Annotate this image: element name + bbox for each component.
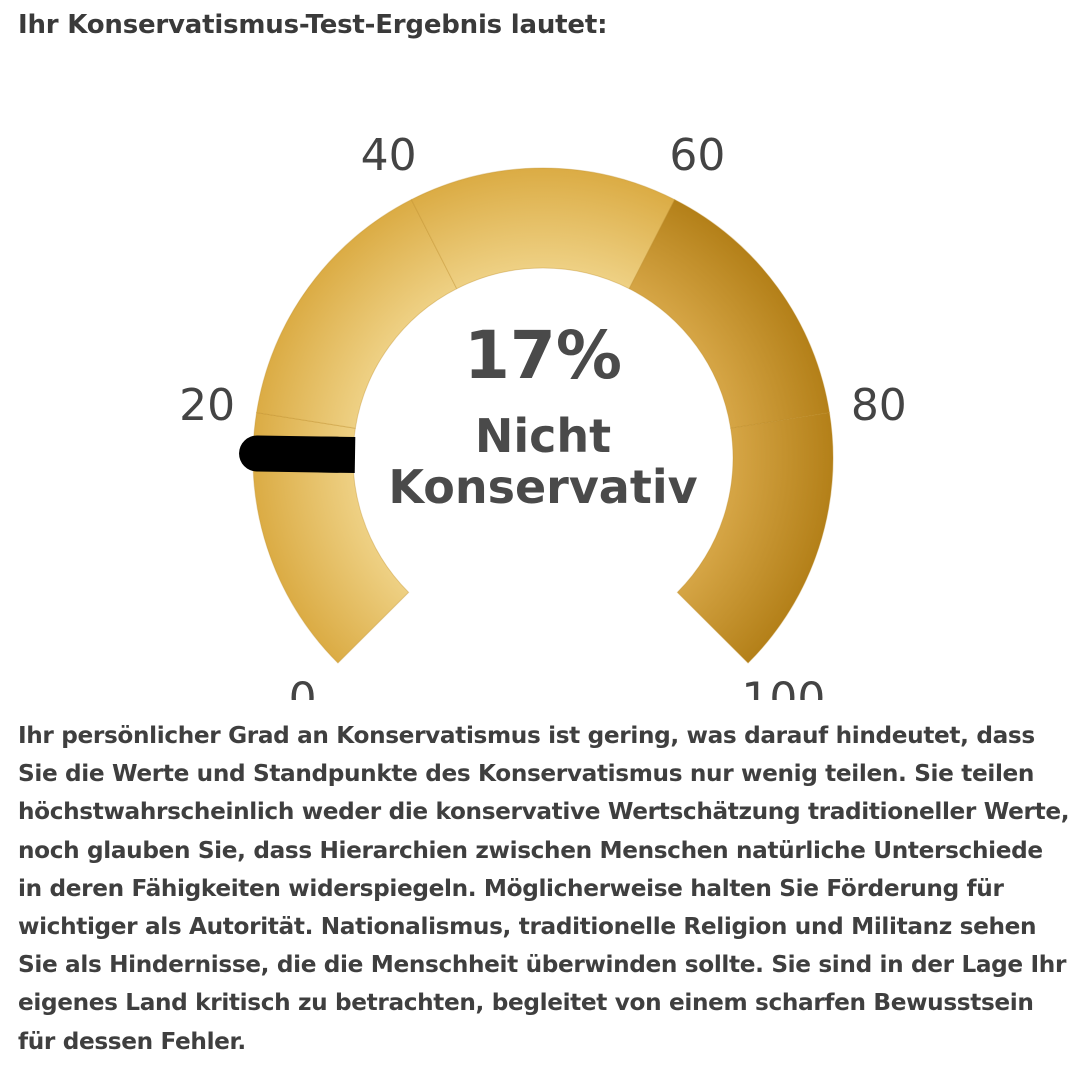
gauge-segments bbox=[252, 167, 834, 664]
gauge-segment-20-40 bbox=[255, 198, 458, 429]
gauge-tick-label-0: 0 bbox=[289, 673, 317, 700]
gauge-result-line2: Konservativ bbox=[388, 460, 697, 514]
gauge-needle bbox=[239, 435, 356, 474]
gauge-ticks: 0 20 40 60 80 100 bbox=[179, 130, 907, 700]
gauge-needle-base bbox=[318, 436, 356, 474]
gauge-segment-60-80 bbox=[628, 198, 831, 429]
gauge-tick-label-40: 40 bbox=[361, 130, 417, 181]
gauge-tick-label-100: 100 bbox=[741, 673, 825, 700]
gauge-segment-80-100 bbox=[676, 412, 834, 664]
gauge-value: 17% bbox=[464, 317, 622, 394]
gauge-svg: 0 20 40 60 80 100 17% Nicht Konservativ bbox=[179, 130, 907, 700]
gauge-tick-label-80: 80 bbox=[851, 380, 907, 431]
page-heading: Ihr Konservatismus-Test-Ergebnis lautet: bbox=[18, 10, 608, 40]
gauge: 0 20 40 60 80 100 17% Nicht Konservativ bbox=[0, 60, 1085, 700]
gauge-tick-label-60: 60 bbox=[669, 130, 725, 181]
gauge-segment-40-60 bbox=[410, 167, 676, 290]
gauge-tick-label-20: 20 bbox=[179, 380, 235, 431]
gauge-segment-0-20 bbox=[252, 412, 410, 664]
result-description: Ihr persönlicher Grad an Konservatismus … bbox=[18, 722, 1070, 1055]
gauge-result-line1: Nicht bbox=[475, 409, 611, 463]
